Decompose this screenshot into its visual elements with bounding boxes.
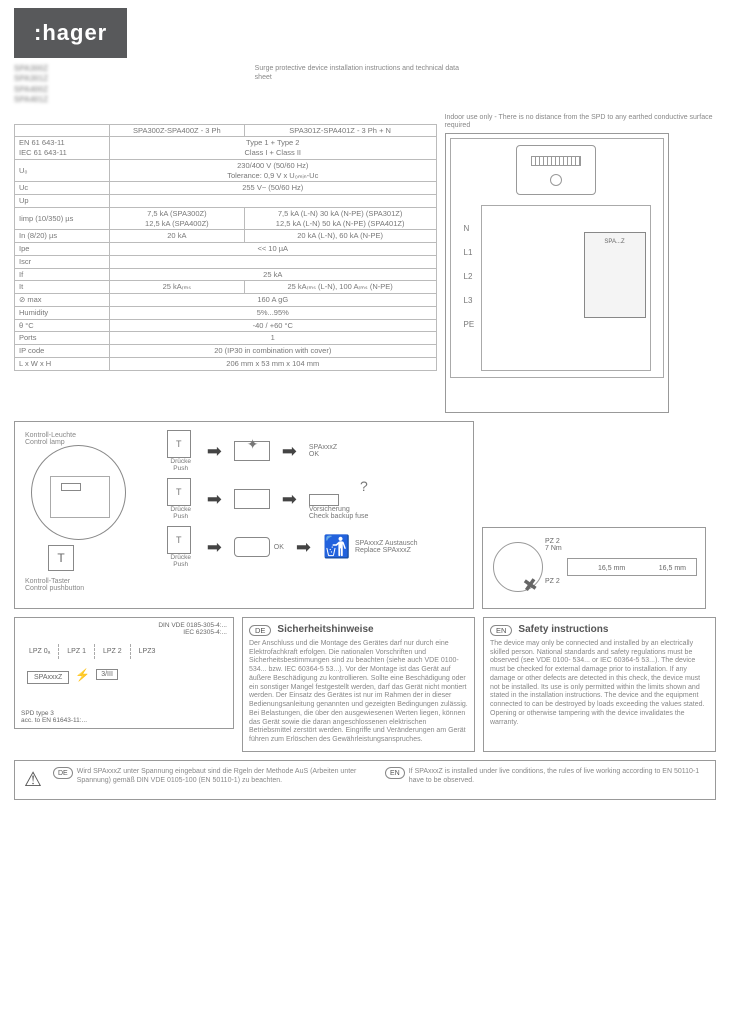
spec-row-label: If [15,268,110,281]
terminal-block: N L1 L2 L3 PE SPA...Z [481,205,651,371]
spec-value: Type 1 + Type 2Class I + Class II [110,137,437,160]
spec-value: 7,5 kA (SPA300Z)12,5 kA (SPA400Z) [110,207,245,230]
product-ref-list: SPA300ZSPA301ZSPA400ZSPA401Z [14,64,235,106]
spec-row-label: Ipe [15,243,110,256]
spec-col2-header: SPA301Z-SPA401Z - 3 Ph + N [244,124,436,137]
spec-value: 25 kAᵣₘₛ (L-N), 100 Aᵣₘₛ (N-PE) [244,281,436,294]
warning-triangle-icon: ⚠ [21,767,45,793]
spec-value: 1 [110,332,437,345]
technical-spec-table: SPA300Z-SPA400Z - 3 Ph SPA301Z-SPA401Z -… [14,124,437,371]
result-ok: SPAxxxZOK [309,444,419,458]
spec-row-label: It [15,281,110,294]
control-test-row-replace: T DrückePush ➡ OK ➡ 🚮 SPAxxxZ AustauschR… [167,526,465,568]
control-pushbutton-caption: Kontroll-TasterControl pushbutton [25,578,105,592]
result-check-fuse: VorsicherungCheck backup fuse [309,506,419,520]
safety-de-text: Der Anschluss und die Montage des Geräte… [249,640,468,745]
spec-row-label: Iimp (10/350) µs [15,207,110,230]
arrow-icon: ➡ [207,489,222,510]
control-detail-circle [31,445,126,540]
lpz-class: 3/III [96,669,118,680]
brand-logo: :hager [14,8,127,58]
lang-badge-en: EN [385,767,405,779]
spec-row-label: U₀ [15,159,110,182]
lpz-zone-diagram: DIN VDE 0185-305-4:...IEC 62305-4:... LP… [14,617,234,729]
spec-value: 7,5 kA (L-N) 30 kA (N-PE) (SPA301Z)12,5 … [244,207,436,230]
spec-row-label: Up [15,195,110,208]
lang-badge-de: DE [249,625,271,636]
safety-en-title: Safety instructions [518,624,608,637]
safety-en-text: The device may only be connected and ins… [490,640,709,728]
lpz-footnote: SPD type 3acc. to EN 61643-11:... [21,710,87,724]
spec-value [110,195,437,208]
spec-value: 5%...95% [110,306,437,319]
spec-value: 255 V~ (50/60 Hz) [110,182,437,195]
meter-icon [516,145,596,195]
arrow-icon: ➡ [207,441,222,462]
terminal-n: N [464,224,470,233]
spec-row-label: θ °C [15,319,110,332]
spec-value: 206 mm x 53 mm x 104 mm [110,357,437,370]
wiring-schematic: N L1 L2 L3 PE SPA...Z [445,133,669,413]
document-header: SPA300ZSPA301ZSPA400ZSPA401Z Surge prote… [14,64,716,106]
lpz-zone: LPZ 0ₐ [21,644,59,659]
spec-value [110,255,437,268]
lang-badge-de: DE [53,767,73,779]
dispose-icon: 🚮 [323,534,351,560]
spec-value: 25 kA [110,268,437,281]
spec-value: 20 (IP30 in combination with cover) [110,345,437,358]
push-button-icon: T [48,545,74,571]
spec-row-label: Iscr [15,255,110,268]
arrow-icon: ➡ [207,537,222,558]
warning-de-text: Wird SPAxxxZ unter Spannung eingebaut si… [77,767,377,793]
spec-value: 20 kA (L-N), 60 kA (N-PE) [244,230,436,243]
result-replace: SPAxxxZ AustauschReplace SPAxxxZ [355,540,465,554]
arrow-icon: ➡ [282,489,297,510]
spd-module-icon: SPA...Z [584,232,646,318]
control-lamp-diagram: Kontroll-LeuchteControl lamp T Kontroll-… [14,421,474,609]
control-test-row-fuse: T DrückePush ➡ ➡ ? VorsicherungCheck bac… [167,478,465,520]
spec-row-label: Ports [15,332,110,345]
safety-en: EN Safety instructions The device may on… [483,617,716,752]
spec-value: 20 kA [110,230,245,243]
lpz-standards: DIN VDE 0185-305-4:...IEC 62305-4:... [158,622,227,636]
live-working-warning: ⚠ DE Wird SPAxxxZ unter Spannung eingeba… [14,760,716,800]
spec-value: 25 kAᵣₘₛ [110,281,245,294]
header-desc: Surge protective device installation ins… [255,64,476,106]
spec-row-label: In (8/20) µs [15,230,110,243]
spec-value: 160 A gG [110,294,437,307]
wire-strip-spec: 16,5 mm 16,5 mm [567,558,697,576]
lpz-spd-box: SPAxxxZ [27,671,69,684]
lpz-zone: LPZ 1 [59,644,95,659]
spec-row-label: Uc [15,182,110,195]
screwdriver-icon: ✚ [493,542,543,592]
terminal-pe: PE [464,320,475,329]
spec-value: -40 / +60 °C [110,319,437,332]
terminal-l2: L2 [464,272,473,281]
driver-torque: PZ 27 Nm [545,538,562,552]
control-lamp-caption: Kontroll-LeuchteControl lamp [25,432,105,446]
spec-value: << 10 µA [110,243,437,256]
tool-spec-box: ✚ PZ 27 Nm PZ 2 16,5 mm 16,5 mm [482,527,706,609]
spec-row-label: L x W x H [15,357,110,370]
lpz-zone: LPZ3 [131,644,164,659]
warning-en-text: If SPAxxxZ is installed under live condi… [409,767,709,793]
driver-type: PZ 2 [545,578,560,585]
spec-row-label: Humidity [15,306,110,319]
safety-de-title: Sicherheitshinweise [277,624,373,637]
spec-value: 230/400 V (50/60 Hz)Tolerance: 0,9 V x U… [110,159,437,182]
terminal-l3: L3 [464,296,473,305]
spec-row-label: EN 61 643-11IEC 61 643-11 [15,137,110,160]
lang-badge-en: EN [490,625,512,636]
lpz-zone: LPZ 2 [95,644,131,659]
spec-row-label: ⊘ max [15,294,110,307]
arrow-icon: ➡ [296,537,311,558]
spec-col1-header: SPA300Z-SPA400Z - 3 Ph [110,124,245,137]
control-test-row-ok: T DrückePush ➡ ✦ ➡ SPAxxxZOK [167,430,465,472]
schematic-note: Indoor use only - There is no distance f… [445,114,716,131]
spec-row-label: IP code [15,345,110,358]
terminal-l1: L1 [464,248,473,257]
arrow-icon: ➡ [282,441,297,462]
safety-de: DE Sicherheitshinweise Der Anschluss und… [242,617,475,752]
